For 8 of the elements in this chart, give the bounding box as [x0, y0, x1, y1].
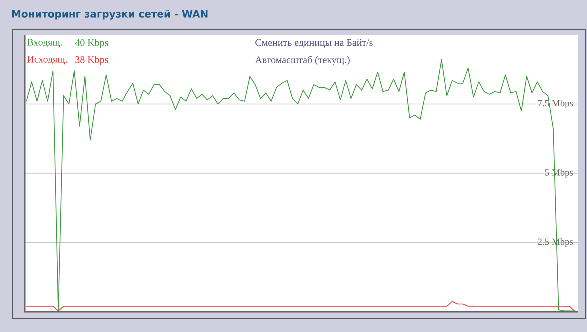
text: Исходящ.	[27, 56, 68, 65]
text: Входящ.	[27, 39, 62, 48]
annotation: Сменить единицы на Байт/s	[256, 39, 373, 48]
chart-title: Мониторинг загрузки сетей - WAN	[12, 10, 208, 20]
annotation: 40 Kbps	[75, 39, 108, 48]
annotation: Автомасштаб (текущ.)	[255, 56, 350, 66]
y-tick-label: 7.5 Mbps	[538, 100, 574, 109]
annotation: 38 Kbps	[76, 56, 108, 66]
